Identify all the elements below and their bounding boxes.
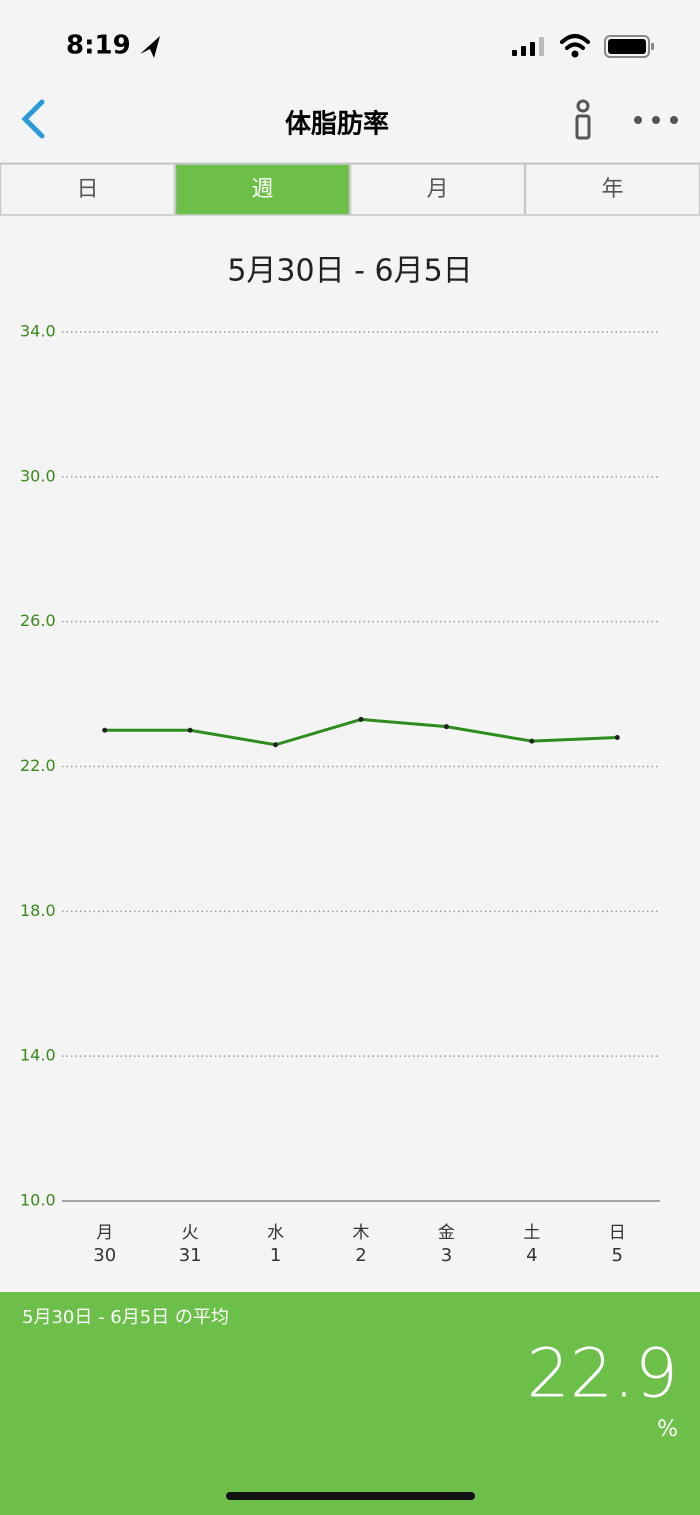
- x-tick-day: 5: [612, 1245, 623, 1266]
- tab[interactable]: [524, 163, 700, 216]
- y-tick-label: 34.0: [20, 322, 56, 341]
- wifi-icon: [560, 34, 590, 58]
- x-tick-day: 31: [179, 1245, 202, 1266]
- y-tick-label: 22.0: [20, 756, 56, 775]
- info-button[interactable]: [575, 99, 591, 140]
- status-time: 8:19: [66, 31, 131, 61]
- home-indicator: [226, 1492, 475, 1500]
- data-point: [529, 738, 535, 744]
- tab[interactable]: [349, 163, 526, 216]
- data-point: [614, 735, 620, 741]
- summary-unit: %: [657, 1417, 678, 1442]
- chart: 10.0 14.0 18.0 22.0 26.0 30.0 34.0 月30 火31 水1 木2 金3…: [20, 322, 660, 1266]
- tab-label[interactable]: 日: [76, 177, 98, 202]
- tab[interactable]: [174, 163, 351, 216]
- x-tick-label: 月: [96, 1223, 113, 1243]
- x-tick-label: 土: [523, 1223, 540, 1243]
- data-point: [443, 724, 449, 730]
- summary-value: 22.9: [527, 1335, 678, 1414]
- x-tick-label: 水: [267, 1223, 284, 1243]
- location-icon: [140, 36, 160, 58]
- y-tick-label: 10.0: [20, 1191, 56, 1210]
- signal-icon: [512, 37, 544, 56]
- tab-label[interactable]: 年: [601, 177, 623, 202]
- x-tick-day: 1: [270, 1245, 281, 1266]
- more-button[interactable]: [634, 116, 678, 124]
- x-tick-day: 4: [526, 1245, 537, 1266]
- x-tick-label: 火: [182, 1223, 199, 1243]
- y-tick-label: 18.0: [20, 901, 56, 920]
- x-tick-day: 3: [441, 1245, 452, 1266]
- x-tick-day: 30: [93, 1245, 116, 1266]
- tab-bar: 日週月年: [0, 163, 700, 216]
- tab-label[interactable]: 週: [251, 177, 273, 202]
- tab[interactable]: [0, 163, 176, 216]
- y-tick-label: 14.0: [20, 1046, 56, 1065]
- summary-label: 5月30日 - 6月5日 の平均: [22, 1307, 229, 1328]
- y-tick-label: 26.0: [20, 611, 56, 630]
- summary-panel: [0, 1292, 700, 1515]
- data-point: [102, 727, 108, 733]
- period-title: 5月30日 - 6月5日: [227, 254, 472, 289]
- tab-label[interactable]: 月: [426, 177, 448, 202]
- y-tick-label: 30.0: [20, 466, 56, 485]
- nav-title: 体脂肪率: [285, 109, 389, 140]
- x-tick-day: 2: [355, 1245, 366, 1266]
- data-point: [187, 727, 193, 733]
- x-tick-label: 金: [438, 1223, 455, 1243]
- x-tick-label: 日: [609, 1223, 626, 1243]
- back-button[interactable]: [21, 99, 45, 139]
- x-tick-label: 木: [353, 1223, 370, 1243]
- data-point: [273, 742, 279, 748]
- battery-icon: [604, 35, 654, 58]
- data-point: [358, 716, 364, 722]
